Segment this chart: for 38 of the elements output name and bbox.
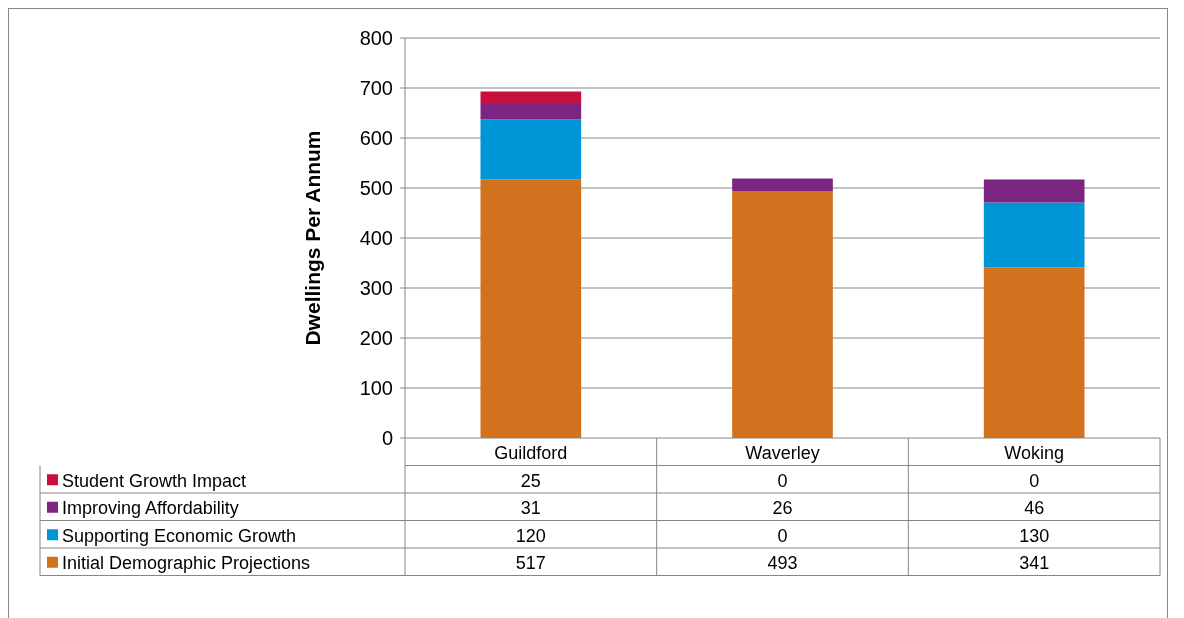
data-label: 0 <box>1029 470 1040 491</box>
y-tick-label: 700 <box>359 77 393 99</box>
y-tick-label: 0 <box>381 427 393 449</box>
bar <box>983 267 1085 438</box>
legend-label: Supporting Economic Growth <box>62 525 297 546</box>
data-label: 25 <box>520 470 541 491</box>
data-label: 31 <box>520 498 541 519</box>
y-tick-label: 400 <box>359 227 393 249</box>
x-tick-label: Waverley <box>745 443 820 464</box>
x-tick-label: Guildford <box>494 443 568 464</box>
y-tick-label: 500 <box>359 177 393 199</box>
legend-label: Student Growth Impact <box>62 470 247 491</box>
legend-label: Improving Affordability <box>62 498 239 519</box>
data-label: 130 <box>1019 525 1050 546</box>
bar <box>983 179 1085 203</box>
bar <box>480 91 582 104</box>
y-tick-label: 200 <box>359 327 393 349</box>
bar <box>732 178 833 192</box>
data-label: 0 <box>777 525 788 546</box>
bar <box>983 202 1085 268</box>
y-tick-label: 300 <box>359 277 393 299</box>
y-tick-label: 600 <box>359 127 393 149</box>
x-tick-label: Woking <box>1004 443 1065 464</box>
y-tick-label: 800 <box>359 27 393 49</box>
bar <box>480 104 582 120</box>
data-label: 26 <box>772 498 793 519</box>
data-label: 517 <box>515 553 546 574</box>
data-label: 493 <box>767 553 798 574</box>
bar <box>480 179 582 438</box>
bar <box>480 119 582 180</box>
data-label: 341 <box>1019 553 1050 574</box>
legend-label: Initial Demographic Projections <box>62 553 311 574</box>
data-label: 0 <box>777 470 788 491</box>
data-label: 120 <box>515 525 546 546</box>
data-label: 46 <box>1024 498 1045 519</box>
y-axis-title: Dwellings Per Annum <box>301 130 324 346</box>
bar <box>732 191 833 438</box>
y-tick-label: 100 <box>359 377 393 399</box>
